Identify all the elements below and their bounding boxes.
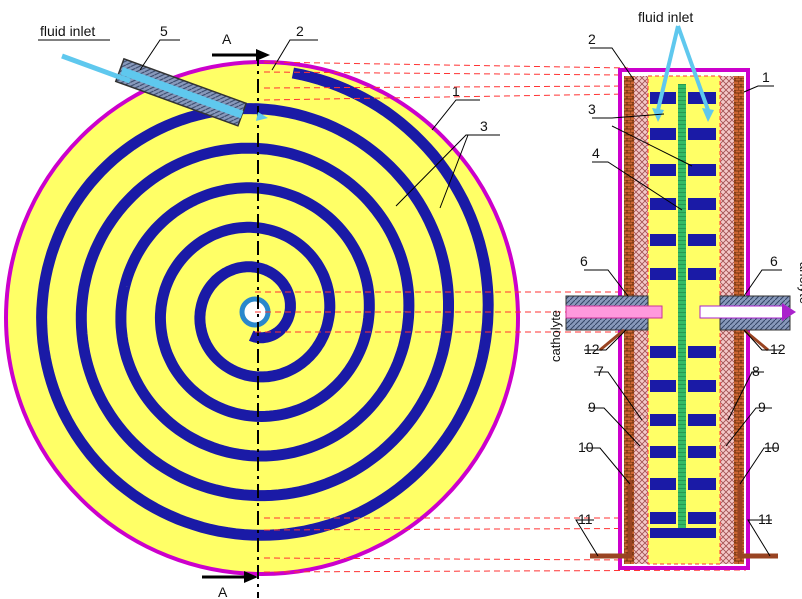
label-4: 4 [592,145,600,161]
label-3: 3 [480,118,488,134]
label-6-right: 6 [770,253,778,269]
section-leaders [575,47,782,557]
plan-view: A A fluid inlet 5 2 1 3 [4,23,520,599]
inlet-stream-arrow [256,112,268,121]
seal-12-left [599,328,625,352]
section-label-bottom: A [218,584,228,599]
label-3-right: 3 [588,101,596,117]
anolyte-arrowhead [782,303,796,321]
label-2: 2 [296,23,304,39]
leader-5 [139,39,180,71]
label-11-left: 11 [578,511,593,527]
anolyte-label: anolyte [797,262,802,304]
seal-12-right [743,328,769,352]
section-label-top: A [222,31,232,47]
leader-3b [439,134,469,209]
label-1-right: 1 [762,69,770,85]
label-10-left: 10 [578,439,594,455]
leader-3a [395,134,500,207]
fluid-inlet-label-left: fluid inlet [40,23,95,39]
label-1: 1 [452,83,460,99]
inlet-arrowhead-left [652,108,664,122]
label-2-right: 2 [588,31,596,47]
fluid-inlet-label-right: fluid inlet [638,9,693,25]
catholyte-label: catholyte [548,310,563,362]
label-5: 5 [160,23,168,39]
inlet-arrow-right [676,25,710,111]
label-12-left: 12 [584,341,600,357]
inlet-stream-left [61,53,131,84]
label-9-left: 9 [588,399,596,415]
label-6-left: 6 [580,253,588,269]
section-arrow-bottom-head [244,571,258,583]
membrane-4 [678,84,686,536]
leader-1 [431,99,480,131]
spiral-channel [36,67,494,541]
label-8: 8 [752,363,760,379]
label-10-right: 10 [764,439,780,455]
lead-11-right [737,480,778,559]
anolyte-flow [699,305,785,319]
inlet-pipe-5 [114,57,248,127]
label-9-right: 9 [758,399,766,415]
inlet-arrow-left [656,25,680,111]
section-view: fluid inlet catholyte anolyte [548,9,802,570]
lead-11-left [590,480,633,559]
label-12-right: 12 [770,341,786,357]
inlet-arrowhead-right [702,108,714,122]
section-arrow-top-head [256,49,270,61]
leader-2 [271,39,318,71]
catholyte-flow [565,305,663,319]
label-7: 7 [596,363,604,379]
label-11-right: 11 [758,511,773,527]
